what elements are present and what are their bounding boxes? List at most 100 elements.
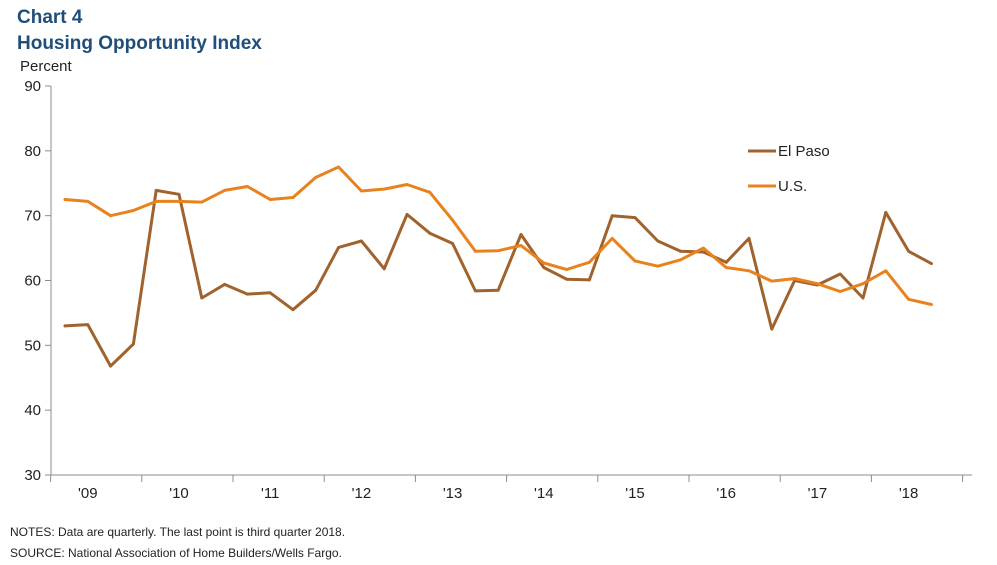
chart-title: Chart 4: [17, 7, 83, 28]
data-point: [154, 189, 158, 192]
data-point: [200, 200, 204, 204]
data-point: [838, 272, 842, 276]
data-point: [656, 239, 660, 243]
data-point: [519, 233, 523, 236]
data-point: [542, 261, 546, 265]
x-tick-label: '13: [443, 485, 463, 502]
source-text: SOURCE: National Association of Home Bui…: [10, 546, 342, 560]
data-point: [907, 249, 910, 253]
data-point: [337, 246, 340, 249]
x-tick-label: '09: [78, 485, 98, 502]
data-point: [588, 260, 591, 264]
x-tick-label: '17: [808, 485, 828, 502]
legend-label: El Paso: [778, 143, 830, 160]
data-point: [884, 211, 888, 214]
data-point: [838, 290, 842, 293]
data-point: [314, 176, 318, 179]
data-point: [770, 327, 774, 331]
x-tick-label: '11: [261, 485, 279, 502]
data-point: [223, 283, 227, 286]
data-point: [291, 196, 295, 199]
data-point: [930, 303, 933, 306]
y-tick-label: 30: [24, 467, 41, 484]
x-tick-label: '18: [899, 485, 919, 502]
data-point: [702, 246, 705, 250]
data-point: [656, 264, 660, 268]
data-point: [861, 282, 865, 286]
data-point: [223, 189, 227, 192]
line-chart: Percent 30 40 50 60 70 80 90 '09 '10 '11 '12 '13 '14 '…: [20, 58, 972, 502]
data-point: [793, 277, 796, 280]
data-point: [702, 250, 705, 254]
data-point: [610, 214, 614, 218]
data-point: [496, 288, 500, 292]
data-point: [337, 165, 340, 169]
data-point: [861, 296, 865, 300]
data-point: [496, 249, 500, 253]
data-point: [428, 231, 432, 235]
notes-text: NOTES: Data are quarterly. The last poin…: [10, 525, 346, 539]
x-tick-label: '16: [716, 485, 736, 502]
data-point: [405, 183, 409, 186]
x-tick-label: '12: [352, 485, 372, 502]
data-point: [679, 249, 682, 253]
data-point: [724, 266, 728, 269]
data-point: [268, 291, 272, 295]
data-point: [633, 259, 637, 263]
data-point: [268, 198, 272, 201]
data-point: [428, 190, 432, 194]
data-point: [86, 323, 90, 326]
x-tick-label: '15: [625, 485, 645, 502]
data-point: [246, 185, 249, 188]
y-tick-label: 90: [24, 78, 41, 95]
data-point: [360, 239, 363, 243]
data-point: [474, 289, 477, 293]
y-tick-label: 60: [24, 273, 41, 290]
data-point: [451, 242, 454, 245]
data-point: [588, 278, 591, 282]
data-point: [907, 297, 910, 301]
data-point: [132, 209, 135, 212]
data-point: [747, 269, 751, 273]
y-tick-label: 70: [24, 208, 41, 225]
y-tick-label: 50: [24, 337, 41, 354]
data-point: [246, 292, 249, 296]
data-point: [519, 244, 523, 247]
data-point: [610, 237, 614, 240]
chart-notes: NOTES: Data are quarterly. The last poin…: [10, 522, 345, 564]
data-point: [747, 237, 751, 240]
data-point: [382, 187, 386, 191]
data-point: [177, 200, 181, 203]
data-point: [109, 364, 112, 368]
x-tick-label: '14: [534, 485, 554, 502]
data-point: [565, 277, 568, 281]
data-point: [154, 200, 158, 203]
data-point: [382, 267, 386, 271]
data-point: [451, 218, 454, 222]
y-axis-label: Percent: [20, 58, 73, 75]
data-point: [200, 296, 204, 300]
data-point: [542, 266, 546, 269]
y-tick-label: 80: [24, 143, 41, 160]
data-point: [724, 260, 728, 264]
data-point: [109, 214, 112, 218]
data-point: [474, 249, 477, 253]
data-point: [360, 189, 363, 193]
data-point: [314, 288, 318, 292]
data-point: [770, 279, 774, 283]
data-point: [930, 262, 933, 265]
data-point: [679, 258, 682, 262]
legend-label: U.S.: [778, 178, 807, 195]
x-tick-label: '10: [169, 485, 189, 502]
data-point: [816, 282, 819, 286]
data-point: [405, 213, 409, 216]
data-point: [132, 342, 135, 346]
data-point: [291, 308, 295, 312]
data-point: [63, 198, 67, 201]
series-line-el-paso: [63, 188, 933, 368]
data-point: [63, 324, 67, 328]
data-point: [86, 200, 90, 203]
data-point: [177, 192, 181, 196]
data-point: [565, 268, 568, 271]
y-tick-label: 40: [24, 402, 41, 419]
